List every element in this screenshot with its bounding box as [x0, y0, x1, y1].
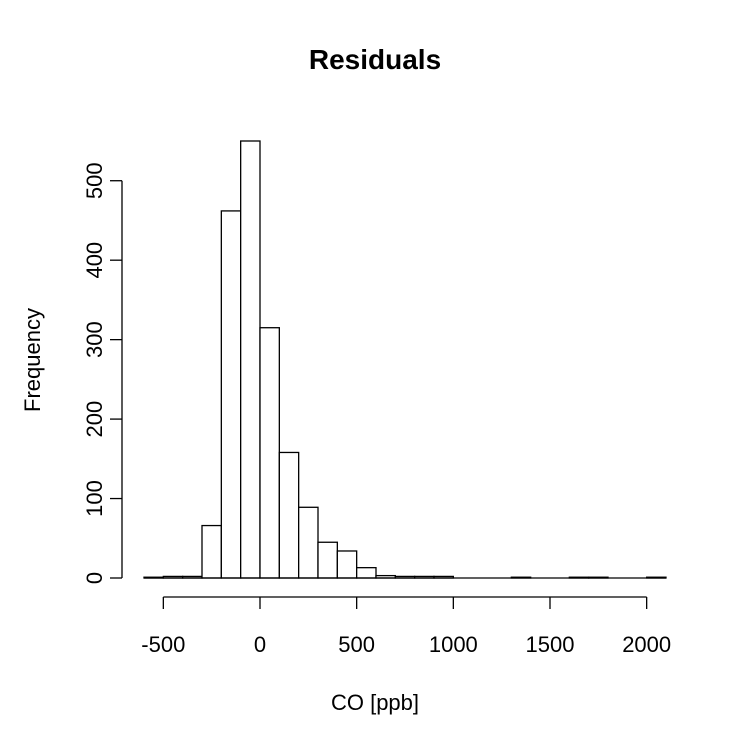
x-tick-label: 1000: [429, 632, 478, 657]
x-tick-label: 500: [338, 632, 375, 657]
y-tick-label: 100: [82, 480, 107, 517]
histogram-bar: [336, 550, 358, 579]
histogram-bar: [317, 541, 338, 579]
x-axis-label: CO [ppb]: [330, 690, 420, 715]
chart-title: Residuals: [308, 44, 442, 75]
histogram-bar: [298, 506, 319, 579]
histogram-bar: [201, 524, 222, 579]
histogram-bar: [220, 210, 242, 579]
x-tick-label: 0: [254, 632, 266, 657]
histogram-bar: [240, 140, 261, 579]
x-tick-label: 1500: [526, 632, 575, 657]
histogram-bar: [278, 451, 300, 579]
y-tick-label: 0: [82, 572, 107, 584]
y-axis-label: Frequency: [20, 308, 45, 412]
x-tick-label: 2000: [622, 632, 671, 657]
y-tick-label: 200: [82, 401, 107, 438]
y-tick-label: 300: [82, 321, 107, 358]
histogram-bar: [259, 327, 280, 579]
histogram-bar: [356, 567, 377, 579]
y-tick-label: 500: [82, 162, 107, 199]
x-tick-label: -500: [141, 632, 185, 657]
y-tick-label: 400: [82, 242, 107, 279]
